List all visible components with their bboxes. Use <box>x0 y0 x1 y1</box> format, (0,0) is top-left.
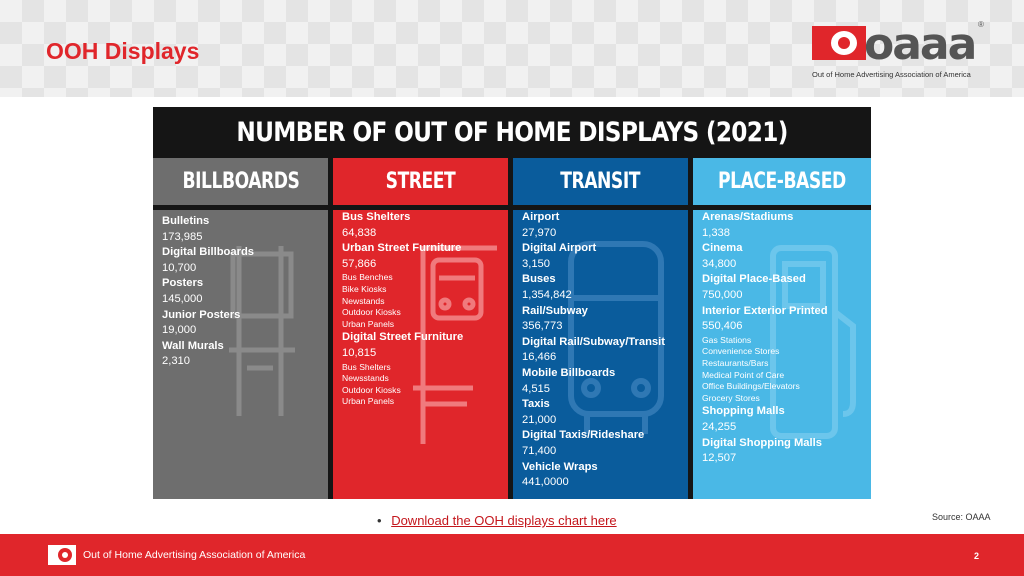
infographic-title: NUMBER OF OUT OF HOME DISPLAYS (2021) <box>236 117 788 148</box>
download-chart-link[interactable]: Download the OOH displays chart here <box>391 513 617 528</box>
display-subtype: Bus Benches <box>342 272 393 283</box>
display-type-label: Digital Street Furniture <box>342 331 464 344</box>
oaaa-logo-mark: oaaa <box>812 19 977 70</box>
display-subtype: Restaurants/Bars <box>702 357 769 368</box>
page-number: 2 <box>974 551 980 561</box>
display-count-value: 27,970 <box>522 226 557 239</box>
display-count-value: 1,338 <box>702 226 730 239</box>
display-count-value: 1,354,842 <box>522 288 572 301</box>
display-type-label: Posters <box>162 277 204 290</box>
page-title: OOH Displays <box>46 38 200 64</box>
oaaa-logo: oaaa ® Out of Home Advertising Associati… <box>812 19 987 82</box>
billboards-column: BILLBOARDS Bulletins 173,985 Digital Billb… <box>153 158 328 499</box>
download-line: • Download the OOH displays chart here <box>377 513 617 528</box>
display-type-label: Digital Shopping Malls <box>702 436 822 449</box>
display-count-value: 34,800 <box>702 257 737 270</box>
display-count-value: 64,838 <box>342 226 377 239</box>
transit-column: TRANSIT Airport 27,970 Digital Airport 3,15… <box>513 158 688 499</box>
display-type-label: Digital Billboards <box>162 246 254 259</box>
display-subtype: Outdoor Kiosks <box>342 307 401 318</box>
billboard-sign-icon <box>229 246 295 416</box>
display-subtype: Bike Kiosks <box>342 283 387 294</box>
svg-text:oaaa: oaaa <box>864 20 975 68</box>
column-heading: PLACE-BASED <box>693 158 871 205</box>
display-type-label: Bulletins <box>162 215 210 227</box>
display-type-label: Wall Murals <box>162 339 224 352</box>
display-type-label: Rail/Subway <box>522 304 588 317</box>
display-count-value: 3,150 <box>522 257 550 270</box>
logo-tagline: Out of Home Advertising Association of A… <box>812 70 971 79</box>
footer-text: Out of Home Advertising Association of A… <box>83 549 306 561</box>
display-type-label: Shopping Malls <box>702 405 785 418</box>
street-furniture-list: Bus Shelters 64,838 Urban Street Furniture… <box>342 210 504 408</box>
display-count-value: 441,0000 <box>522 476 569 489</box>
display-count-value: 57,866 <box>342 257 377 270</box>
header-band: OOH Displays oaaa ® Out of Home Advertis… <box>0 0 1024 97</box>
gas-pump-icon <box>770 245 856 439</box>
display-count-value: 10,815 <box>342 346 377 359</box>
place-based-list: Arenas/Stadiums 1,338 Cinema 34,800 Digital … <box>702 210 867 467</box>
display-subtype: Convenience Stores <box>702 346 780 357</box>
display-type-label: Mobile Billboards <box>522 366 616 379</box>
column-heading: STREET FURNITURE <box>333 158 508 241</box>
display-subtype: Medical Point of Care <box>702 369 785 380</box>
bullet: • <box>377 513 382 528</box>
display-subtype: Office Buildings/Elevators <box>702 381 800 392</box>
billboards-list: Bulletins 173,985 Digital Billboards 10,700… <box>162 214 324 370</box>
display-count-value: 16,466 <box>522 351 557 364</box>
place-based-column: PLACE-BASED Arenas/Stadiums 1,338 Cinema 34… <box>693 158 871 499</box>
display-subtype: Newstands <box>342 295 385 306</box>
source-note: Source: OAAA <box>932 512 991 522</box>
display-type-label: Digital Place-Based <box>702 273 806 286</box>
display-count-value: 2,310 <box>162 355 190 368</box>
display-type-label: Arenas/Stadiums <box>702 211 794 223</box>
display-subtype: Urban Panels <box>342 396 395 407</box>
display-type-label: Cinema <box>702 242 743 255</box>
bus-icon <box>568 241 664 434</box>
display-count-value: 356,773 <box>522 320 563 333</box>
display-subtype: Newsstands <box>342 373 389 384</box>
display-type-label: Vehicle Wraps <box>522 460 598 473</box>
display-type-label: Junior Posters <box>162 308 241 321</box>
display-subtype: Bus Shelters <box>342 361 391 372</box>
display-count-value: 21,000 <box>522 413 557 426</box>
column-heading: BILLBOARDS <box>153 158 328 205</box>
display-count-value: 750,000 <box>702 288 743 301</box>
display-subtype: Urban Panels <box>342 318 395 329</box>
display-count-value: 12,507 <box>702 452 737 465</box>
display-count-value: 19,000 <box>162 324 197 337</box>
display-type-label: Digital Airport <box>522 242 597 255</box>
street-furniture-column: STREET FURNITURE Bus Shelters 64,838 Urban… <box>333 158 508 499</box>
display-count-value: 173,985 <box>162 230 203 243</box>
bus-shelter-icon <box>413 245 497 444</box>
display-type-label: Urban Street Furniture <box>342 242 462 255</box>
display-type-label: Digital Taxis/Rideshare <box>522 429 645 442</box>
registered-mark: ® <box>978 20 984 29</box>
display-type-label: Interior Exterior Printed <box>702 304 828 317</box>
column-heading: TRANSIT <box>513 158 688 205</box>
transit-list: Airport 27,970 Digital Airport 3,150 Buses 1,… <box>522 210 684 491</box>
footer-bar: Out of Home Advertising Association of A… <box>0 534 1024 576</box>
display-count-value: 4,515 <box>522 382 550 395</box>
display-subtype: Outdoor Kiosks <box>342 384 401 395</box>
oaaa-footer-logo-icon <box>48 545 76 565</box>
display-type-label: Buses <box>522 273 556 286</box>
display-count-value: 71,400 <box>522 444 557 457</box>
display-count-value: 145,000 <box>162 292 203 305</box>
display-type-label: Bus Shelters <box>342 211 411 223</box>
display-count-value: 24,255 <box>702 420 737 433</box>
display-count-value: 10,700 <box>162 261 197 274</box>
ooh-displays-infographic: NUMBER OF OUT OF HOME DISPLAYS (2021) BI… <box>153 107 871 499</box>
display-subtype: Gas Stations <box>702 334 752 345</box>
display-type-label: Digital Rail/Subway/Transit <box>522 335 665 348</box>
display-type-label: Airport <box>522 211 560 223</box>
display-type-label: Taxis <box>522 398 550 411</box>
display-subtype: Grocery Stores <box>702 392 760 403</box>
display-count-value: 550,406 <box>702 320 743 333</box>
